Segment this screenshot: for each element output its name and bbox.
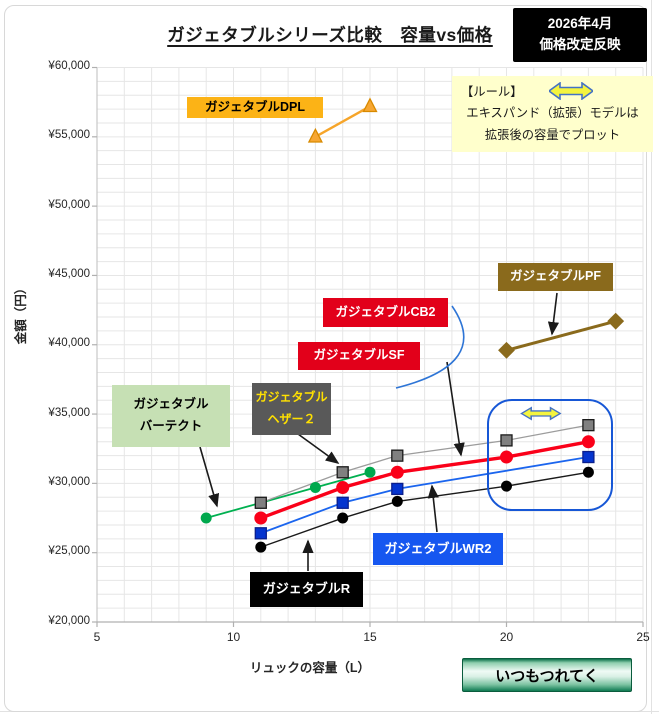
arrow-cb2-sf	[446, 361, 465, 457]
axes	[92, 66, 644, 627]
label-gadgetable-sf: ガジェタブルSF	[298, 342, 420, 370]
series-markers-1	[254, 419, 595, 509]
callout-arrows	[199, 292, 560, 571]
label-gadgetable-dpl: ガジェタブルDPL	[187, 97, 323, 118]
y-tick-label: ¥50,000	[48, 198, 90, 211]
series-markers-2	[254, 450, 595, 540]
series-markers-5	[307, 97, 378, 143]
y-tick-label: ¥40,000	[48, 337, 90, 350]
y-tick-label: ¥35,000	[48, 406, 90, 419]
badge-line2: 価格改定反映	[539, 37, 621, 52]
label-text: ガジェタブルR	[262, 581, 351, 597]
label-text: ガジェタブル	[133, 397, 209, 412]
arrow-heather	[297, 433, 340, 464]
arrow-wr2	[427, 484, 439, 533]
y-tick-label: ¥20,000	[48, 614, 90, 627]
expanded-models-highlight-box	[487, 399, 613, 511]
y-tick-label: ¥45,000	[48, 267, 90, 280]
x-tick-label: 20	[499, 630, 514, 644]
y-axis-title: 金額（円）	[14, 281, 28, 345]
price-revision-badge: 2026年4月 価格改定反映	[513, 8, 647, 62]
label-gadgetable-vertect: ガジェタブル バーテクト	[112, 385, 230, 447]
label-gadgetable-cb2: ガジェタブルCB2	[323, 298, 448, 327]
badge-line1: 2026年4月	[547, 16, 613, 32]
series-line-6	[506, 319, 617, 352]
y-tick-label: ¥55,000	[48, 129, 90, 142]
label-text: ガジェタブルCB2	[335, 304, 436, 319]
arrow-pf	[547, 292, 560, 336]
series-markers-4	[254, 435, 595, 525]
label-text: ガジェタブルSF	[313, 348, 405, 363]
label-text: ヘザー２	[267, 412, 316, 426]
spreadsheet-gridline-vertical	[651, 0, 652, 714]
label-gadgetable-pf: ガジェタブルPF	[498, 263, 613, 291]
y-tick-label: ¥30,000	[48, 475, 90, 488]
series-line-2	[260, 456, 589, 535]
arrow-vertect	[199, 446, 220, 508]
label-gadgetable-heather2: ガジェタブル ヘザー２	[252, 383, 331, 435]
x-tick-label: 25	[636, 630, 650, 644]
x-axis-title: リュックの容量（L）	[249, 661, 371, 675]
y-tick-label: ¥25,000	[48, 545, 90, 558]
rule-line1: エキスパンド（拡張）モデルは	[466, 106, 639, 120]
label-gadgetable-r: ガジェタブルR	[250, 572, 363, 607]
plot-area	[92, 66, 644, 627]
series-markers-0	[200, 466, 376, 524]
label-text: バーテクト	[139, 419, 203, 433]
y-tick-label: ¥60,000	[48, 60, 90, 72]
brand-button[interactable]: いつもつれてく	[462, 658, 632, 692]
rule-line2: 拡張後の容量でプロット	[484, 128, 621, 142]
x-tick-label: 10	[226, 630, 241, 644]
x-tick-label: 5	[93, 630, 101, 644]
series-markers-6	[498, 312, 625, 359]
series-markers-3	[255, 466, 594, 553]
series-line-5	[314, 105, 371, 138]
label-text: ガジェタブルWR2	[384, 540, 492, 556]
expand-double-arrow-icon	[548, 82, 593, 100]
rule-heading: 【ルール】	[461, 85, 523, 99]
x-tick-label: 15	[363, 630, 377, 644]
expand-double-arrow-icon	[520, 406, 562, 421]
label-text: ガジェタブルPF	[510, 269, 601, 284]
rule-note-box: 【ルール】 エキスパンド（拡張）モデルは 拡張後の容量でプロット	[452, 76, 653, 152]
page-title: ガジェタブルシリーズ比較 容量vs価格	[167, 25, 493, 45]
label-text: ガジェタブル	[255, 390, 328, 405]
label-gadgetable-wr2: ガジェタブルWR2	[373, 533, 503, 565]
cb2-sf-brace-arc	[395, 305, 465, 389]
label-text: ガジェタブルDPL	[204, 99, 305, 114]
